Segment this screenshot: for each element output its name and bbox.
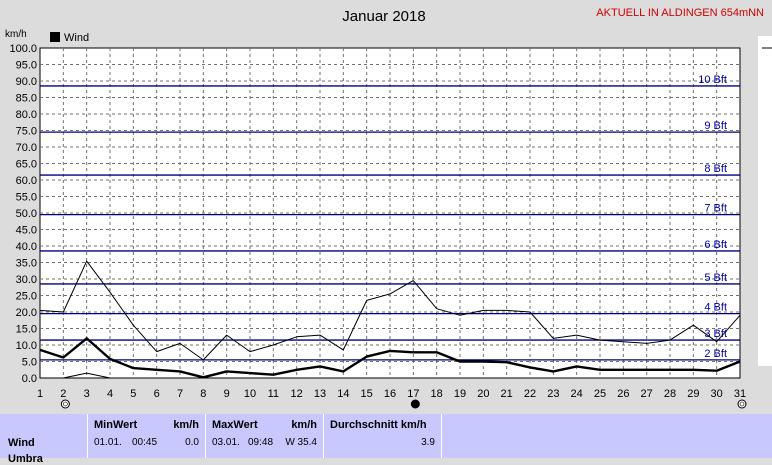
series-line-min	[40, 372, 740, 379]
x-tick-label-25: 26	[617, 388, 629, 400]
y-tick-label-13: 65.0	[16, 159, 37, 171]
legend-label-wind: Wind	[64, 32, 89, 44]
y-tick-label-5: 25.0	[16, 291, 37, 303]
new-moon-icon	[410, 399, 420, 409]
y-tick-label-6: 30.0	[16, 274, 37, 286]
x-tick-label-2: 3	[84, 388, 90, 400]
y-tick-label-16: 80.0	[16, 109, 37, 121]
beaufort-label-8: 10 Bft	[698, 74, 727, 86]
x-tick-label-24: 25	[594, 388, 606, 400]
x-tick-label-17: 18	[431, 388, 443, 400]
x-tick-label-8: 9	[224, 388, 230, 400]
x-tick-label-21: 22	[524, 388, 536, 400]
x-tick-label-7: 8	[200, 388, 206, 400]
min-date: 01.01.	[94, 437, 122, 448]
beaufort-label-7: 9 Bft	[704, 120, 727, 132]
x-tick-label-19: 20	[477, 388, 489, 400]
stats-avg-cell: Durchschnitt km/h 3.9	[324, 414, 442, 458]
x-tick-label-14: 15	[361, 388, 373, 400]
stats-panel: Wind Umbra MinWert km/h 01.01. 00:45 0.0…	[0, 414, 772, 465]
x-tick-label-18: 19	[454, 388, 466, 400]
max-header: MaxWert	[212, 419, 258, 431]
x-tick-label-10: 11	[268, 388, 279, 400]
y-tick-label-7: 35.0	[16, 258, 37, 270]
y-tick-label-1: 5.0	[22, 357, 37, 369]
avg-header: Durchschnitt km/h	[330, 419, 427, 431]
series-line-max	[39, 260, 741, 361]
beaufort-label-5: 7 Bft	[704, 203, 727, 215]
y-tick-label-20: 100.0	[9, 43, 37, 55]
y-tick-label-19: 95.0	[16, 60, 37, 72]
full-moon-icon	[60, 399, 70, 409]
x-tick-label-6: 7	[177, 388, 183, 400]
max-unit: km/h	[291, 419, 317, 431]
stats-min-cell: MinWert km/h 01.01. 00:45 0.0	[88, 414, 206, 458]
stats-row-label-2: Umbra	[8, 453, 43, 465]
y-unit-label: km/h	[5, 29, 27, 40]
beaufort-label-6: 8 Bft	[704, 163, 727, 175]
legend-swatch-wind	[50, 32, 60, 42]
series-line-avg	[39, 337, 741, 379]
station-label: AKTUELL IN ALDINGEN 654mNN	[596, 7, 764, 19]
x-tick-label-9: 10	[244, 388, 256, 400]
y-tick-label-0: 0.0	[22, 373, 37, 385]
x-tick-label-4: 5	[130, 388, 136, 400]
x-tick-label-3: 4	[107, 388, 113, 400]
min-unit: km/h	[173, 419, 199, 431]
full-moon-icon	[737, 399, 747, 409]
x-tick-label-23: 24	[571, 388, 583, 400]
y-tick-label-8: 40.0	[16, 241, 37, 253]
y-tick-label-18: 90.0	[16, 76, 37, 88]
x-tick-label-16: 17	[407, 388, 419, 400]
y-tick-label-10: 50.0	[16, 208, 37, 220]
x-tick-label-26: 27	[641, 388, 653, 400]
min-header: MinWert	[94, 419, 138, 431]
y-tick-label-17: 85.0	[16, 93, 37, 105]
x-tick-label-12: 13	[314, 388, 326, 400]
max-date: 03.01.	[212, 437, 240, 448]
max-value: W 35.4	[285, 437, 317, 448]
y-tick-label-14: 70.0	[16, 142, 37, 154]
x-tick-label-29: 30	[711, 388, 723, 400]
min-value: 0.0	[185, 437, 199, 448]
wind-chart: Januar 2018 AKTUELL IN ALDINGEN 654mNN k…	[5, 7, 772, 409]
min-time: 00:45	[132, 437, 158, 448]
x-tick-label-22: 23	[547, 388, 559, 400]
stats-label-cell: Wind Umbra	[0, 414, 88, 465]
beaufort-label-3: 5 Bft	[704, 272, 727, 284]
x-tick-label-13: 14	[337, 388, 349, 400]
full-moon-inner-2	[739, 401, 745, 407]
x-tick-label-5: 6	[154, 388, 160, 400]
full-moon-inner-0	[63, 401, 68, 407]
x-tick-label-30: 31	[734, 388, 746, 400]
max-time: 09:48	[248, 437, 274, 448]
right-edge-fragment	[758, 36, 772, 366]
y-tick-label-12: 60.0	[16, 175, 37, 187]
y-tick-label-15: 75.0	[16, 126, 37, 138]
y-tick-label-2: 10.0	[16, 340, 37, 352]
beaufort-label-2: 4 Bft	[704, 302, 727, 314]
stats-max-cell: MaxWert km/h 03.01. 09:48 W 35.4	[206, 414, 324, 458]
x-tick-label-11: 12	[291, 388, 303, 400]
beaufort-label-4: 6 Bft	[704, 239, 727, 251]
stats-row-label: Wind	[8, 437, 35, 449]
y-tick-label-4: 20.0	[16, 307, 37, 319]
y-tick-label-3: 15.0	[16, 324, 37, 336]
x-tick-label-27: 28	[664, 388, 676, 400]
x-tick-label-15: 16	[384, 388, 396, 400]
avg-value: 3.9	[421, 437, 435, 448]
y-tick-label-9: 45.0	[16, 225, 37, 237]
x-tick-label-1: 2	[60, 388, 66, 400]
x-tick-label-20: 21	[501, 388, 513, 400]
chart-title: Januar 2018	[342, 8, 425, 25]
beaufort-label-0: 2 Bft	[704, 348, 727, 360]
x-tick-label-28: 29	[687, 388, 699, 400]
x-tick-label-0: 1	[37, 388, 43, 400]
y-tick-label-11: 55.0	[16, 192, 37, 204]
